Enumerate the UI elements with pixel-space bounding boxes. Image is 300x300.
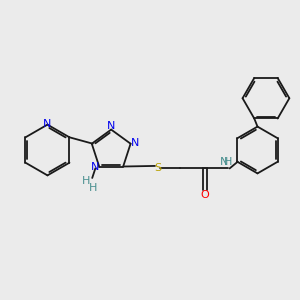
Text: N: N [91, 162, 99, 172]
Text: H: H [82, 176, 90, 186]
Text: H: H [224, 157, 232, 167]
Text: O: O [200, 190, 209, 200]
Text: S: S [154, 164, 161, 173]
Text: N: N [130, 138, 139, 148]
Text: H: H [89, 183, 98, 193]
Text: N: N [43, 119, 52, 129]
Text: N: N [106, 121, 115, 131]
Text: N: N [220, 157, 228, 167]
